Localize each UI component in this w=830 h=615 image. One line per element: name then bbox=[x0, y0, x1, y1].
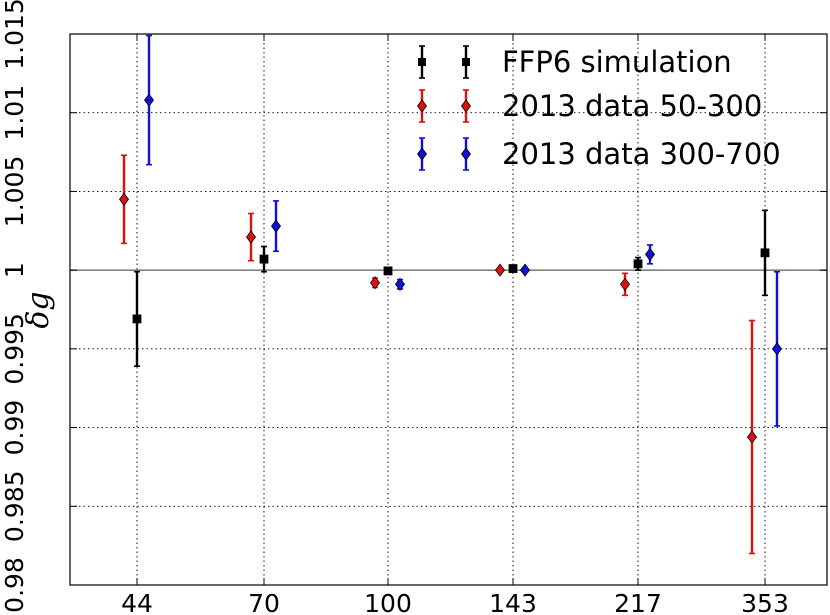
square-marker bbox=[760, 248, 770, 258]
x-tick-label: 100 bbox=[364, 589, 412, 615]
series-0-point bbox=[633, 256, 643, 271]
series-1-point bbox=[370, 276, 380, 290]
series-1-point bbox=[620, 272, 630, 297]
legend-square-marker bbox=[418, 58, 426, 66]
legend-item: 2013 data 300-700 bbox=[417, 137, 781, 171]
series-1-point bbox=[495, 263, 505, 277]
diamond-marker bbox=[747, 430, 757, 444]
diamond-marker bbox=[645, 247, 655, 262]
diamond-marker bbox=[144, 93, 154, 107]
square-marker bbox=[508, 264, 518, 273]
series-2-point bbox=[645, 244, 655, 265]
legend-square-marker bbox=[462, 58, 470, 66]
legend-label: FFP6 simulation bbox=[502, 45, 732, 79]
x-tick-label: 143 bbox=[489, 589, 537, 615]
series-0-point bbox=[259, 245, 269, 273]
y-tick-label: 0.99 bbox=[0, 400, 29, 456]
x-tick-label: 217 bbox=[614, 589, 662, 615]
diamond-marker bbox=[395, 277, 405, 291]
legend: FFP6 simulation 2013 data 50-300 2013 data… bbox=[417, 45, 781, 171]
diamond-marker bbox=[246, 230, 256, 244]
series-1-point bbox=[119, 154, 129, 245]
diamond-marker bbox=[620, 277, 630, 291]
y-tick-label: 0.98 bbox=[0, 557, 29, 613]
y-axis-label: δg bbox=[21, 291, 56, 328]
diamond-marker bbox=[119, 192, 129, 206]
y-tick-label: 1.015 bbox=[0, 0, 29, 70]
diamond-marker bbox=[520, 263, 530, 277]
series-2-point bbox=[144, 34, 154, 166]
diamond-marker bbox=[772, 342, 782, 356]
legend-diamond-marker bbox=[461, 147, 471, 161]
series-2-point bbox=[271, 200, 281, 253]
x-axis-ticks: 44 70 100 143 217 353 bbox=[121, 34, 789, 615]
y-tick-label: 0.995 bbox=[0, 313, 29, 385]
series-0-point bbox=[132, 270, 142, 367]
x-tick-label: 353 bbox=[741, 589, 789, 615]
legend-item: FFP6 simulation bbox=[418, 45, 732, 79]
plot-frame bbox=[69, 33, 828, 586]
series-0-point bbox=[760, 209, 770, 297]
y-tick-label: 0.985 bbox=[0, 470, 29, 542]
square-marker bbox=[259, 254, 269, 264]
diamond-marker bbox=[370, 276, 380, 290]
square-marker bbox=[633, 259, 643, 269]
square-marker bbox=[383, 266, 393, 276]
legend-label: 2013 data 50-300 bbox=[502, 89, 762, 123]
x-tick-label: 70 bbox=[248, 589, 280, 615]
legend-diamond-marker bbox=[461, 99, 471, 113]
series-1-point bbox=[747, 319, 757, 555]
diamond-marker bbox=[271, 219, 281, 233]
y-tick-label: 1 bbox=[0, 262, 29, 278]
series-2-point bbox=[395, 277, 405, 291]
y-tick-label: 1.01 bbox=[0, 85, 29, 141]
legend-diamond-marker bbox=[417, 147, 427, 161]
y-tick-label: 1.005 bbox=[0, 156, 29, 228]
series-2-point bbox=[772, 270, 782, 427]
data-series bbox=[119, 34, 782, 555]
x-tick-label: 44 bbox=[121, 589, 153, 615]
legend-label: 2013 data 300-700 bbox=[502, 137, 781, 171]
series-2-point bbox=[520, 263, 530, 277]
legend-diamond-marker bbox=[417, 99, 427, 113]
square-marker bbox=[132, 314, 142, 324]
series-0-point bbox=[383, 266, 393, 276]
series-0-point bbox=[508, 264, 518, 273]
diamond-marker bbox=[495, 263, 505, 277]
legend-item: 2013 data 50-300 bbox=[417, 89, 762, 123]
series-1-point bbox=[246, 212, 256, 262]
